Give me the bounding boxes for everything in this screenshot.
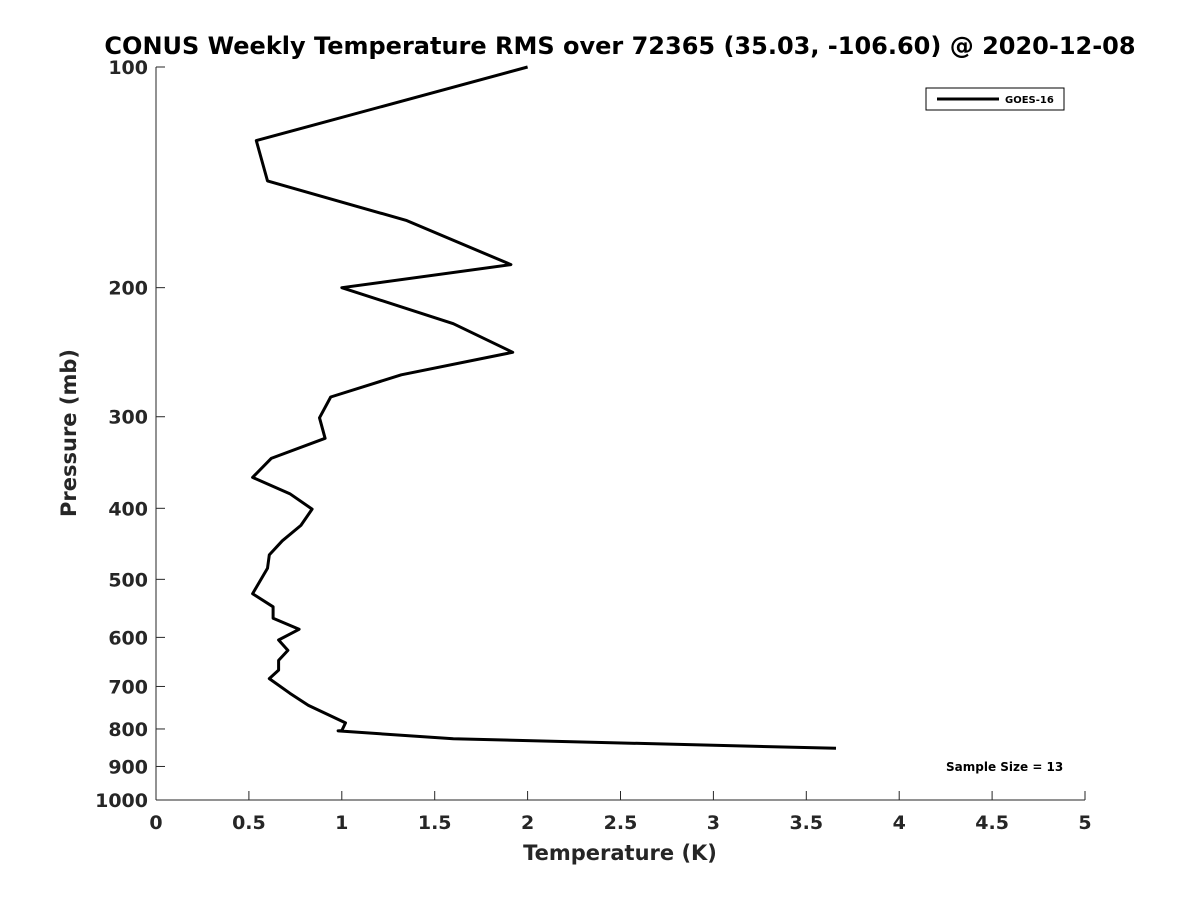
y-tick-label: 1000	[95, 790, 148, 812]
x-tick-label: 0	[149, 812, 162, 834]
y-tick-label: 500	[108, 569, 148, 591]
x-tick-label: 4	[893, 812, 906, 834]
y-axis-label: Pressure (mb)	[57, 349, 81, 517]
plot-area	[156, 67, 1085, 800]
x-tick-label: 0.5	[232, 812, 266, 834]
sample-size-annotation: Sample Size = 13	[946, 760, 1063, 774]
y-tick-label: 600	[108, 627, 148, 649]
legend: GOES-16	[925, 87, 1065, 111]
y-tick-label: 700	[108, 676, 148, 698]
y-axis-ticks: 100 200 300 400 500 600 700 800 900 1000	[95, 57, 165, 812]
legend-label-goes-16: GOES-16	[1005, 95, 1054, 106]
series-line-goes-16	[251, 65, 837, 750]
y-tick-label: 900	[108, 756, 148, 778]
x-axis-label: Temperature (K)	[523, 841, 717, 865]
x-tick-label: 2	[521, 812, 534, 834]
series-group	[251, 65, 837, 750]
x-tick-label: 5	[1078, 812, 1091, 834]
y-tick-label: 200	[108, 278, 148, 300]
x-tick-label: 2.5	[604, 812, 638, 834]
y-tick-label: 800	[108, 719, 148, 741]
y-tick-label: 300	[108, 407, 148, 429]
x-tick-label: 3.5	[789, 812, 823, 834]
chart-title: CONUS Weekly Temperature RMS over 72365 …	[104, 32, 1135, 60]
x-tick-label: 1	[335, 812, 348, 834]
x-axis-ticks: 0 0.5 1 1.5 2 2.5 3 3.5 4 4.5 5	[149, 791, 1092, 834]
x-tick-label: 1.5	[418, 812, 452, 834]
x-tick-label: 3	[707, 812, 720, 834]
y-tick-label: 400	[108, 498, 148, 520]
y-tick-label: 100	[108, 57, 148, 79]
x-tick-label: 4.5	[975, 812, 1009, 834]
